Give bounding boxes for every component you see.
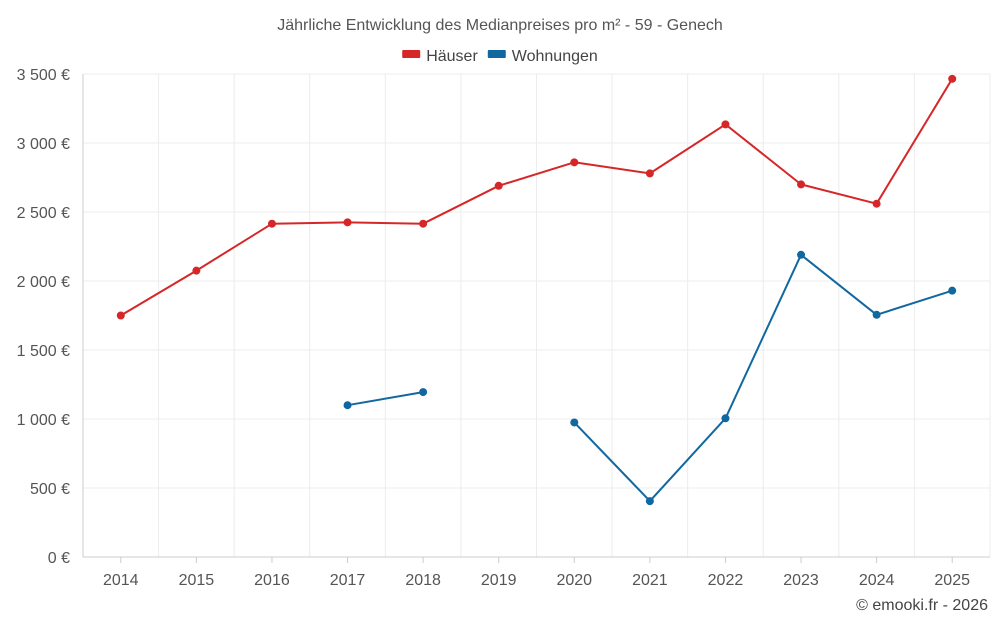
y-tick-label: 500 € bbox=[30, 481, 70, 498]
data-point[interactable] bbox=[948, 74, 957, 83]
data-point[interactable] bbox=[570, 418, 579, 427]
chart-title: Jährliche Entwicklung des Medianpreises … bbox=[277, 17, 723, 34]
x-tick-label: 2018 bbox=[405, 572, 441, 589]
x-tick-label: 2021 bbox=[632, 572, 668, 589]
data-point[interactable] bbox=[872, 199, 881, 208]
x-tick-label: 2024 bbox=[859, 572, 895, 589]
data-point[interactable] bbox=[494, 181, 503, 190]
x-tick-label: 2017 bbox=[330, 572, 366, 589]
x-tick-label: 2020 bbox=[556, 572, 592, 589]
legend-item-haeuser[interactable]: Häuser bbox=[402, 48, 478, 65]
y-tick-label: 3 500 € bbox=[17, 67, 70, 84]
y-axis-labels: 0 € 500 € 1 000 € 1 500 € 2 000 € 2 500 € 3 00… bbox=[17, 67, 70, 567]
x-tick-label: 2019 bbox=[481, 572, 517, 589]
data-point[interactable] bbox=[267, 219, 276, 228]
y-tick-label: 1 500 € bbox=[17, 343, 70, 360]
data-point[interactable] bbox=[419, 388, 428, 397]
legend-label: Häuser bbox=[426, 48, 478, 65]
series-line bbox=[120, 78, 954, 317]
data-point[interactable] bbox=[721, 414, 730, 423]
data-point[interactable] bbox=[797, 250, 806, 259]
data-point[interactable] bbox=[645, 169, 654, 178]
series-haeuser bbox=[116, 74, 957, 320]
data-point[interactable] bbox=[645, 497, 654, 506]
x-tick-label: 2022 bbox=[708, 572, 744, 589]
x-tick-label: 2015 bbox=[179, 572, 215, 589]
y-tick-label: 1 000 € bbox=[17, 412, 70, 429]
data-point[interactable] bbox=[721, 120, 730, 129]
data-point[interactable] bbox=[192, 266, 201, 275]
data-point[interactable] bbox=[419, 219, 428, 228]
data-point[interactable] bbox=[343, 401, 352, 410]
series-wohnungen bbox=[343, 250, 957, 506]
y-tick-label: 2 000 € bbox=[17, 274, 70, 291]
x-gridlines bbox=[82, 74, 991, 557]
series-layer bbox=[116, 74, 957, 506]
legend-swatch bbox=[402, 50, 421, 58]
x-tick-label: 2023 bbox=[783, 572, 819, 589]
legend: Häuser Wohnungen bbox=[402, 48, 598, 65]
y-tick-label: 3 000 € bbox=[17, 136, 70, 153]
data-point[interactable] bbox=[570, 158, 579, 167]
series-line bbox=[347, 253, 953, 503]
data-point[interactable] bbox=[116, 311, 125, 320]
data-point[interactable] bbox=[797, 180, 806, 189]
legend-swatch bbox=[487, 50, 506, 58]
y-tick-label: 0 € bbox=[48, 550, 70, 567]
credit-text: © emooki.fr - 2026 bbox=[856, 597, 988, 614]
x-tick-label: 2025 bbox=[934, 572, 970, 589]
legend-item-wohnungen[interactable]: Wohnungen bbox=[487, 48, 598, 65]
x-tick-label: 2014 bbox=[103, 572, 139, 589]
data-point[interactable] bbox=[872, 310, 881, 319]
legend-label: Wohnungen bbox=[512, 48, 598, 65]
x-axis-labels: 2014 2015 2016 2017 2018 2019 2020 2021 2022 2023… bbox=[103, 572, 970, 589]
y-tick-label: 2 500 € bbox=[17, 205, 70, 222]
y-gridlines bbox=[83, 73, 990, 489]
data-point[interactable] bbox=[948, 286, 957, 295]
axes bbox=[82, 74, 990, 563]
data-point[interactable] bbox=[343, 218, 352, 227]
x-tick-label: 2016 bbox=[254, 572, 290, 589]
